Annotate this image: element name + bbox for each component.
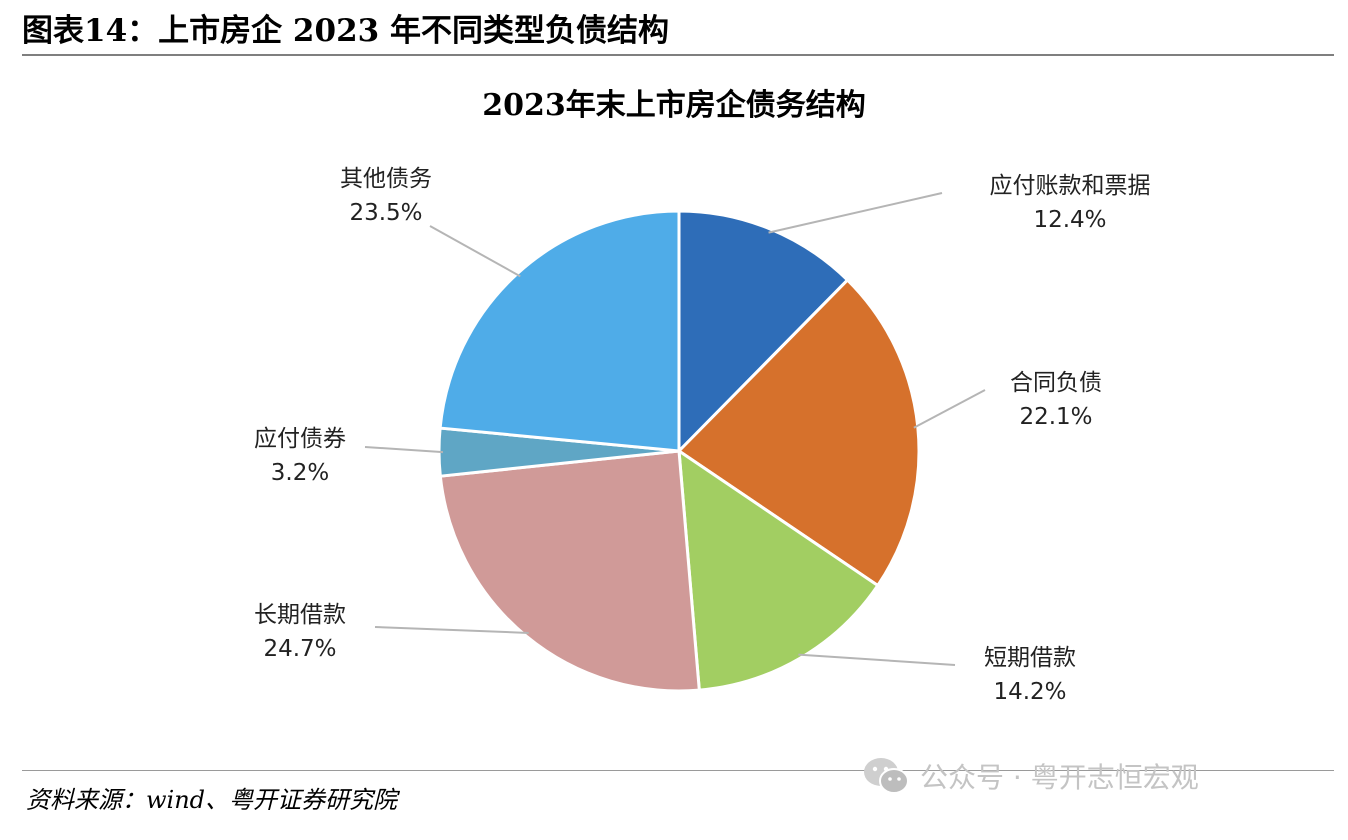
slice-value-label: 22.1% <box>1019 404 1092 430</box>
pie-slice <box>677 449 880 692</box>
slice-name-label: 应付债券 <box>254 426 346 452</box>
header-divider <box>22 54 1334 56</box>
leader-line <box>364 446 444 454</box>
slice-value-label: 12.4% <box>1033 207 1106 233</box>
slice-value-label: 3.2% <box>271 460 329 486</box>
watermark-text: 公众号 · 粤开志恒宏观 <box>920 761 1199 794</box>
pie-slice <box>438 449 701 693</box>
slice-name-label: 短期借款 <box>984 645 1076 671</box>
wechat-icon <box>864 758 909 794</box>
leader-line <box>429 225 521 278</box>
pie-slice <box>438 209 681 453</box>
slice-value-label: 14.2% <box>993 679 1066 705</box>
pie-slice <box>677 278 921 587</box>
slice-name-label: 合同负债 <box>1010 370 1102 396</box>
footer-divider <box>22 770 1334 771</box>
leader-line <box>798 653 956 666</box>
watermark: 公众号 · 粤开志恒宏观 <box>862 756 1199 796</box>
slice-value-label: 23.5% <box>349 200 422 226</box>
leader-line <box>768 192 943 234</box>
slice-name-label: 长期借款 <box>254 602 346 628</box>
slice-name-label: 应付账款和票据 <box>990 173 1151 199</box>
source-note: 资料来源：wind、粤开证券研究院 <box>26 786 398 814</box>
figure-header: 图表14：上市房企 2023 年不同类型负债结构 <box>22 13 670 49</box>
slice-value-label: 24.7% <box>263 636 336 662</box>
slice-name-label: 其他债务 <box>340 166 432 192</box>
leader-line <box>913 389 986 429</box>
chart-title: 2023年末上市房企债务结构 <box>482 88 866 123</box>
leader-line <box>374 626 529 634</box>
pie-slice <box>677 209 850 453</box>
